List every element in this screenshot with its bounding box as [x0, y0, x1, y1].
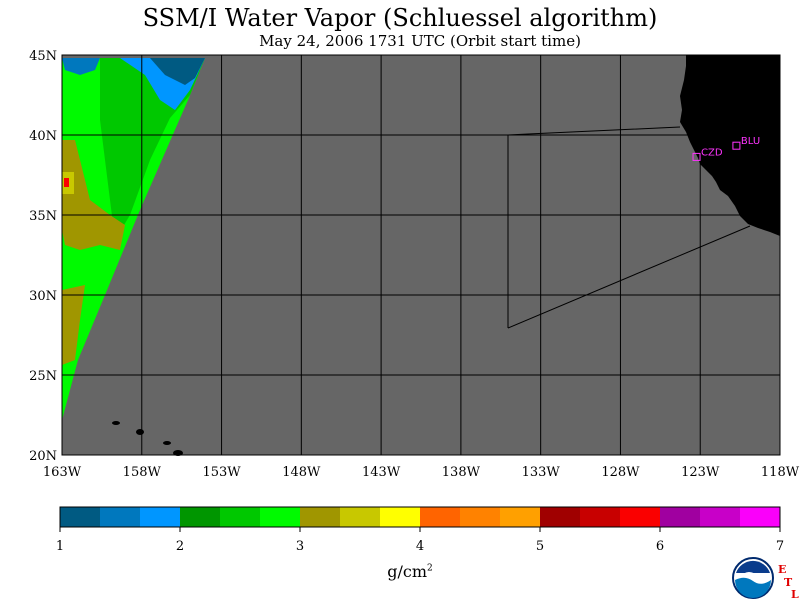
- logo-letter-t: T: [784, 576, 793, 589]
- colorbar-swatch: [380, 507, 421, 527]
- noaa-etl-logo: E T L: [732, 557, 799, 600]
- lat-tick-label: 25N: [29, 369, 57, 384]
- colorbar-tick-label: 5: [536, 539, 544, 554]
- colorbar-swatch: [60, 507, 101, 527]
- lon-tick-label: 158W: [123, 465, 162, 480]
- colorbar-swatch: [620, 507, 661, 527]
- colorbar-tick-label: 2: [176, 539, 184, 554]
- lat-tick-label: 45N: [29, 49, 57, 64]
- colorbar-tick-label: 7: [776, 539, 784, 554]
- lon-tick-label: 128W: [601, 465, 640, 480]
- swath-blue-left: [62, 58, 100, 75]
- swath-olive-2: [62, 285, 85, 365]
- lat-tick-label: 20N: [29, 449, 57, 464]
- lon-tick-label: 148W: [282, 465, 321, 480]
- lon-tick-label: 118W: [761, 465, 800, 480]
- region-outline-diag: [507, 225, 751, 329]
- swath-olive-1: [62, 140, 125, 250]
- colorbar-tick-label: 3: [296, 539, 304, 554]
- colorbar-swatch: [700, 507, 741, 527]
- swath-green: [62, 58, 205, 420]
- stations: CZD BLU: [692, 136, 760, 161]
- colorbar-swatch: [460, 507, 501, 527]
- island-kauai: [112, 421, 120, 425]
- colorbar-swatch: [220, 507, 261, 527]
- colorbar-swatch: [100, 507, 141, 527]
- land-west-coast: [680, 55, 780, 236]
- island-maui: [163, 441, 171, 445]
- colorbar-units: g/cm2: [387, 562, 433, 581]
- lon-tick-label: 143W: [362, 465, 401, 480]
- colorbar-swatch: [420, 507, 461, 527]
- colorbar-swatch: [180, 507, 221, 527]
- colorbar-tick-label: 1: [56, 539, 64, 554]
- colorbar-swatch: [340, 507, 381, 527]
- map-frame: [61, 54, 781, 456]
- lat-tick-label: 30N: [29, 289, 57, 304]
- colorbar-swatch: [660, 507, 701, 527]
- lon-tick-label: 153W: [202, 465, 241, 480]
- colorbar-swatch: [260, 507, 301, 527]
- colorbar-swatch: [540, 507, 581, 527]
- graticule: [62, 55, 780, 455]
- colorbar-swatch: [580, 507, 621, 527]
- lon-tick-label: 123W: [681, 465, 720, 480]
- data-swath: [62, 58, 205, 420]
- colorbar-swatch: [740, 507, 781, 527]
- longitude-labels: 163W 158W 153W 148W 143W 138W 133W 128W 123W 118W: [43, 465, 800, 480]
- map-title: SSM/I Water Vapor (Schluessel algorithm): [142, 4, 658, 32]
- colorbar-tick-label: 4: [416, 539, 424, 554]
- ocean-background: [62, 55, 780, 455]
- lon-tick-label: 163W: [43, 465, 82, 480]
- lat-tick-label: 35N: [29, 209, 57, 224]
- logo-letter-e: E: [778, 563, 786, 576]
- colorbar-swatch: [500, 507, 541, 527]
- station-marker: [692, 152, 701, 161]
- lon-tick-label: 138W: [442, 465, 481, 480]
- latitude-labels: 45N 40N 35N 30N 25N 20N: [29, 49, 57, 464]
- colorbar: 1 2 3 4 5 6 7: [56, 506, 784, 554]
- colorbar-swatch: [300, 507, 341, 527]
- lat-tick-label: 40N: [29, 129, 57, 144]
- lon-tick-label: 133W: [522, 465, 561, 480]
- logo-letter-l: L: [791, 588, 799, 600]
- island-oahu: [136, 429, 144, 435]
- swath-hot-spot: [64, 178, 69, 187]
- colorbar-swatch: [140, 507, 181, 527]
- station-label: CZD: [701, 147, 723, 158]
- map-subtitle: May 24, 2006 1731 UTC (Orbit start time): [259, 32, 581, 50]
- swath-darkblue-top: [150, 58, 205, 85]
- station-label: BLU: [741, 136, 760, 147]
- colorbar-tick-label: 6: [656, 539, 664, 554]
- station-marker: [732, 141, 741, 150]
